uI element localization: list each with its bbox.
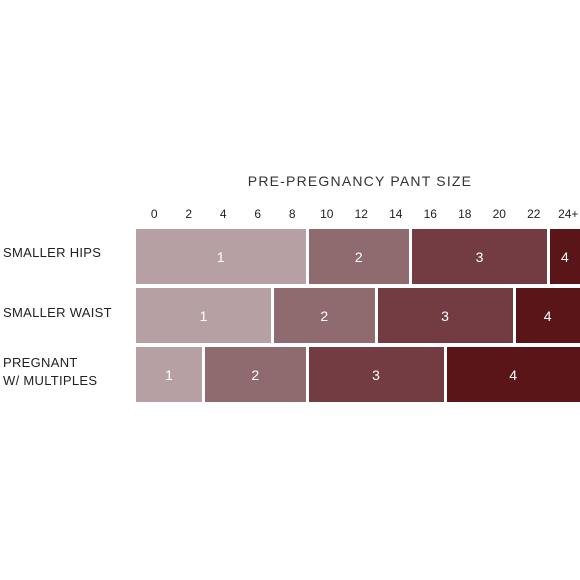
segment-bar: 4 <box>550 229 580 284</box>
segment-bar: 1 <box>136 288 271 343</box>
segment-label: 4 <box>509 366 518 383</box>
segment-bar: 2 <box>308 229 409 284</box>
segment-label: 2 <box>251 366 260 383</box>
tick-label: 12 <box>354 207 368 221</box>
segment-label: 2 <box>354 248 363 265</box>
tick-label: 0 <box>150 207 158 221</box>
tick-label: 10 <box>320 207 334 221</box>
segment-bar: 3 <box>377 288 513 343</box>
row-label: PREGNANT W/ MULTIPLES <box>3 355 98 388</box>
tick-label: 20 <box>492 207 506 221</box>
segment-label: 3 <box>372 366 380 383</box>
segment-bar: 2 <box>274 288 375 343</box>
segment-label: 1 <box>165 366 173 383</box>
tick-label: 6 <box>254 207 262 221</box>
tick-label: 16 <box>423 207 437 221</box>
segment-bar: 4 <box>446 347 580 402</box>
tick-label: 2 <box>185 207 193 221</box>
segment-label: 1 <box>216 248 225 265</box>
segment-bar: 1 <box>136 229 306 284</box>
segment-label: 4 <box>561 248 569 265</box>
segment-bar: 2 <box>205 347 306 402</box>
segment-label: 3 <box>475 248 484 265</box>
row-label: SMALLER HIPS <box>3 245 102 260</box>
segment-bar: 3 <box>308 347 444 402</box>
segment-label: 1 <box>199 307 208 324</box>
segment-bar: 1 <box>136 347 202 402</box>
segment-label: 2 <box>320 307 329 324</box>
segment-label: 3 <box>441 307 449 324</box>
segment-bar: 3 <box>412 229 547 284</box>
segment-bar: 4 <box>515 288 580 343</box>
row-label: SMALLER WAIST <box>3 305 112 320</box>
tick-label: 8 <box>288 207 296 221</box>
tick-label: 14 <box>389 207 403 221</box>
tick-label: 24+ <box>558 207 579 221</box>
tick-label: 18 <box>458 207 472 221</box>
tick-label: 4 <box>219 207 227 221</box>
segment-label: 4 <box>543 307 552 324</box>
chart-title: PRE-PREGNANCY PANT SIZE <box>247 173 473 189</box>
tick-label: 22 <box>527 207 541 221</box>
